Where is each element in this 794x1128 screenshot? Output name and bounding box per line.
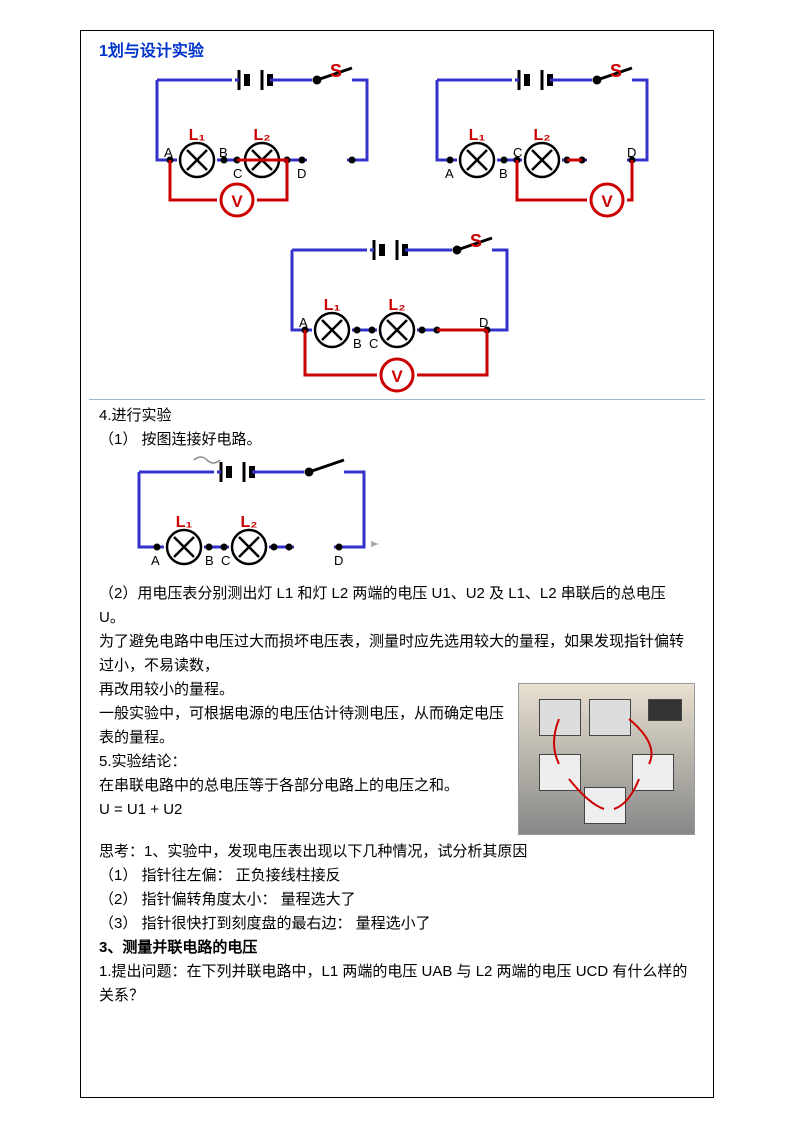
svg-text:C: C <box>221 553 230 568</box>
section4-p1: 为了避免电路中电压过大而损坏电压表，测量时应先选用较大的量程，如果发现指针偏转过… <box>99 630 695 678</box>
section5-think: 思考：1、实验中，发现电压表出现以下几种情况，试分析其原因 <box>99 840 695 864</box>
section5-q2: （2） 指针偏转角度太小： 量程选大了 <box>99 888 695 912</box>
svg-text:L₁: L₁ <box>469 127 486 144</box>
svg-text:L₁: L₁ <box>176 514 193 531</box>
circuit-diagram-3: V S L₁ L₂ A D BC <box>257 230 537 395</box>
section5-q1: （1） 指针往左偏： 正负接线柱接反 <box>99 864 695 888</box>
top-diagrams: V S L₁ L₂ A B C D V S L₁ L₂ A B C D <box>89 60 705 225</box>
svg-text:L₂: L₂ <box>389 297 406 314</box>
svg-text:L₂: L₂ <box>241 514 258 531</box>
svg-text:B: B <box>205 553 214 568</box>
svg-text:B: B <box>219 145 228 160</box>
svg-text:S: S <box>610 61 622 81</box>
circuit-diagram-4: L₁ L₂ A B C D <box>109 452 399 572</box>
svg-text:V: V <box>231 192 243 211</box>
svg-text:A: A <box>299 315 308 330</box>
divider <box>89 399 705 400</box>
svg-text:V: V <box>601 192 613 211</box>
section3b-title: 3、测量并联电路的电压 <box>99 936 695 960</box>
svg-text:B: B <box>499 166 508 181</box>
svg-text:B: B <box>353 336 362 351</box>
svg-text:L₁: L₁ <box>189 127 206 144</box>
svg-text:A: A <box>164 145 173 160</box>
svg-text:D: D <box>479 315 488 330</box>
svg-text:L₂: L₂ <box>534 127 551 144</box>
section5-q3: （3） 指针很快打到刻度盘的最右边： 量程选小了 <box>99 912 695 936</box>
svg-text:S: S <box>470 231 482 251</box>
svg-text:D: D <box>627 145 636 160</box>
experiment-photo <box>518 683 695 835</box>
circuit-diagram-1: V S L₁ L₂ A B C D <box>127 60 387 225</box>
svg-text:S: S <box>330 61 342 81</box>
svg-text:L₁: L₁ <box>324 297 341 314</box>
section4-step1: （1） 按图连接好电路。 <box>99 428 695 452</box>
bottom-diagram: V S L₁ L₂ A D BC <box>89 230 705 395</box>
svg-text:D: D <box>334 553 343 568</box>
svg-text:A: A <box>151 553 160 568</box>
svg-text:C: C <box>369 336 378 351</box>
svg-text:L₂: L₂ <box>254 127 271 144</box>
svg-text:D: D <box>297 166 306 181</box>
svg-text:V: V <box>391 367 403 386</box>
svg-text:C: C <box>513 145 522 160</box>
svg-text:A: A <box>445 166 454 181</box>
circuit-diagram-2: V S L₁ L₂ A B C D <box>407 60 667 225</box>
section4-title: 4.进行实验 <box>99 404 695 428</box>
section3b-q: 1.提出问题：在下列并联电路中，L1 两端的电压 UAB 与 L2 两端的电压 … <box>99 960 695 1008</box>
svg-text:C: C <box>233 166 242 181</box>
section4-step2: （2）用电压表分别测出灯 L1 和灯 L2 两端的电压 U1、U2 及 L1、L… <box>99 582 695 630</box>
